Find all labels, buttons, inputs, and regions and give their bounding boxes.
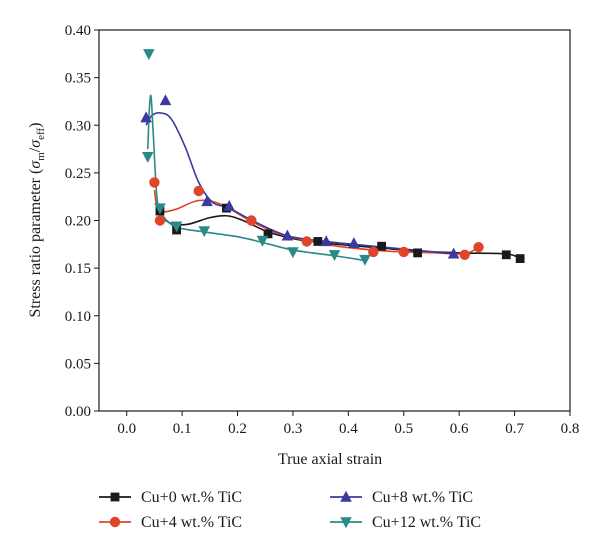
legend-marker — [340, 517, 352, 529]
data-point-series-0 — [313, 237, 323, 246]
y-tick-label: 0.25 — [65, 166, 91, 182]
data-point-series-3 — [141, 151, 154, 163]
data-point-series-3 — [154, 203, 166, 215]
y-tick-label: 0.05 — [65, 356, 91, 372]
data-point-series-0 — [263, 229, 273, 239]
legend-label: Cu+8 wt.% TiC — [372, 489, 473, 506]
data-point-series-3 — [287, 247, 299, 259]
data-point-series-2 — [201, 195, 213, 207]
y-tick-label: 0.15 — [65, 261, 91, 277]
data-point-series-3 — [170, 221, 183, 233]
legend: Cu+0 wt.% TiC Cu+4 wt.% TiC Cu+8 wt.% TiC C… — [99, 489, 481, 531]
data-point-series-1 — [473, 241, 484, 253]
y-tick-label: 0.20 — [65, 214, 91, 230]
data-point-series-1 — [193, 185, 204, 197]
data-point-series-1 — [149, 177, 160, 188]
data-point-series-2 — [140, 111, 152, 123]
data-point-series-1 — [154, 215, 166, 226]
data-point-series-0 — [501, 250, 511, 260]
legend-label: Cu+12 wt.% TiC — [372, 514, 481, 531]
x-tick-label: 0.2 — [228, 421, 247, 437]
data-point-series-1 — [459, 249, 470, 260]
data-point-series-3 — [256, 235, 269, 247]
x-tick-label: 0.1 — [173, 421, 192, 437]
x-tick-label: 0.5 — [394, 421, 413, 437]
y-tick-label: 0.00 — [65, 404, 91, 420]
x-tick-label: 0.0 — [117, 421, 136, 437]
x-tick-label: 0.8 — [561, 421, 580, 437]
x-tick-label: 0.6 — [450, 421, 469, 437]
data-point-series-2 — [223, 200, 236, 211]
y-tick-label: 0.30 — [65, 118, 91, 134]
data-point-series-1 — [301, 236, 312, 247]
y-tick-label: 0.40 — [65, 23, 91, 39]
series-markers — [140, 49, 525, 266]
x-tick-label: 0.7 — [505, 421, 524, 437]
data-point-series-2 — [447, 247, 460, 259]
legend-marker — [109, 516, 121, 528]
legend-label: Cu+4 wt.% TiC — [141, 514, 242, 531]
data-point-series-3 — [359, 254, 371, 266]
y-tick-label: 0.35 — [65, 71, 91, 87]
data-point-series-1 — [246, 215, 257, 226]
y-axis-title: Stress ratio parameter (σm/σeff) — [27, 123, 47, 318]
data-point-series-2 — [320, 235, 332, 247]
x-axis-title: True axial strain — [278, 451, 382, 468]
x-tick-label: 0.4 — [339, 421, 358, 437]
plot-area — [98, 29, 571, 412]
y-tick-label: 0.10 — [65, 309, 91, 325]
data-point-series-2 — [348, 237, 360, 249]
data-point-series-0 — [377, 241, 386, 251]
data-point-series-3 — [143, 49, 155, 61]
series-line-1 — [153, 189, 479, 255]
data-point-series-0 — [515, 254, 525, 263]
data-point-series-2 — [281, 229, 294, 241]
data-point-series-3 — [198, 226, 211, 238]
data-point-series-2 — [159, 94, 172, 106]
axis-ticks: 0.0 0.1 0.2 0.3 0.4 0.5 0.6 0.7 0.8 0.00 0.05 0.10 0… — [65, 23, 580, 437]
data-point-series-3 — [328, 250, 341, 261]
legend-marker — [340, 490, 352, 502]
data-point-series-0 — [413, 248, 423, 258]
data-point-series-1 — [368, 246, 379, 258]
x-tick-label: 0.3 — [284, 421, 303, 437]
legend-marker — [110, 492, 120, 502]
data-point-series-1 — [398, 246, 409, 258]
legend-label: Cu+0 wt.% TiC — [141, 489, 242, 506]
